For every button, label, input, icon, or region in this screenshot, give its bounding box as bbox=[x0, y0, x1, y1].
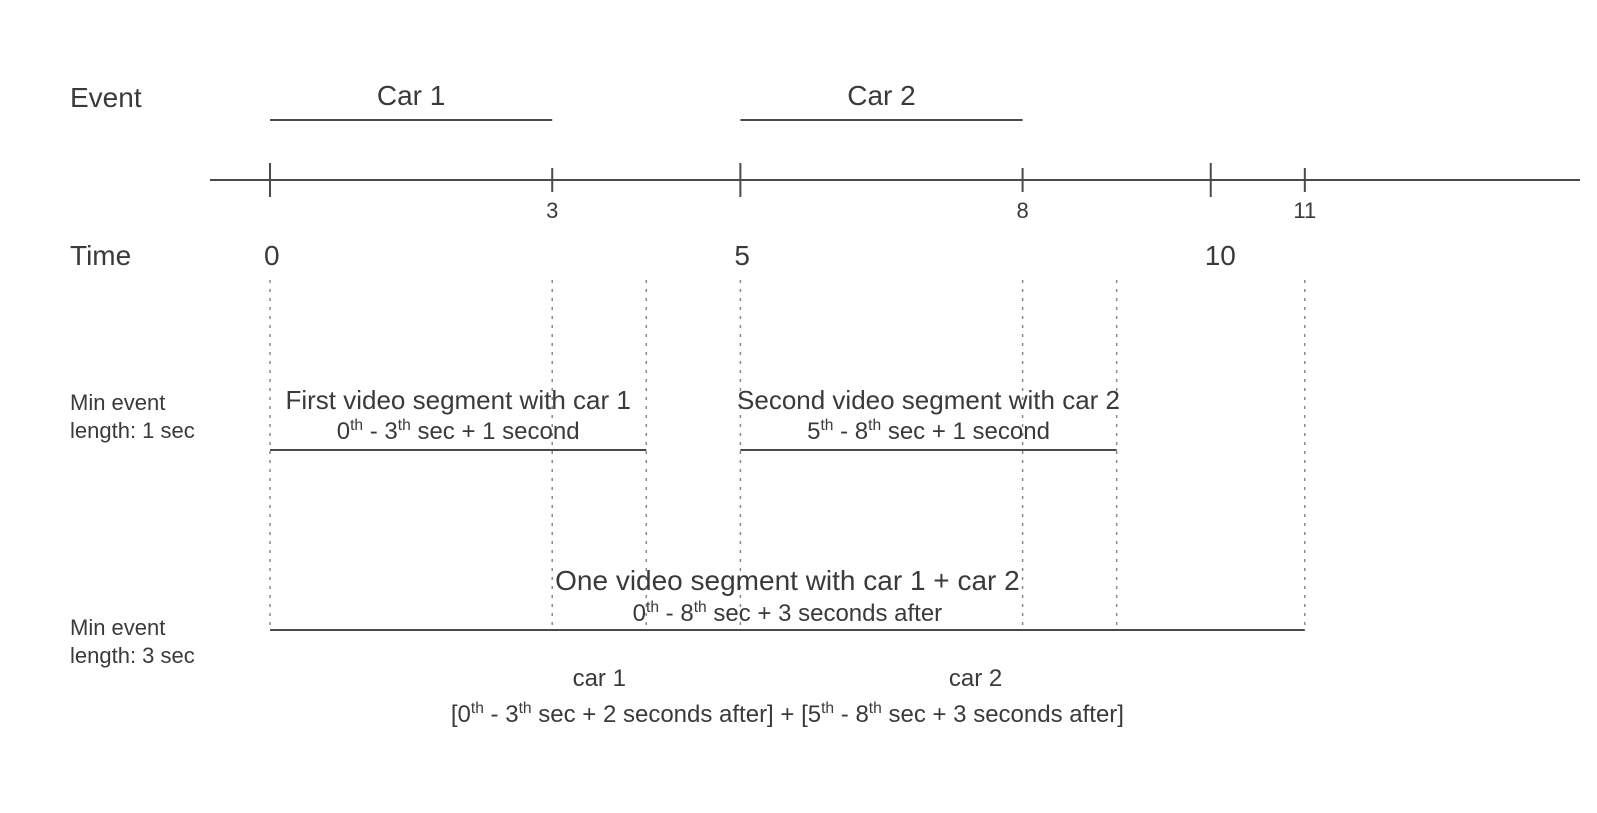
row1-seg-sub-0: 0th - 3th sec + 1 second bbox=[337, 417, 580, 446]
bottom-car1: car 1 bbox=[573, 665, 626, 693]
axis-label-time: Time bbox=[70, 240, 131, 272]
diagram-container: { "layout": { "width": 1597, "height": 8… bbox=[0, 0, 1597, 813]
row1-seg-sub-1: 5th - 8th sec + 1 second bbox=[807, 417, 1050, 446]
tick-minor-8: 8 bbox=[1016, 198, 1028, 224]
row1-label-line2: length: 1 sec bbox=[70, 418, 195, 444]
axis-label-event: Event bbox=[70, 82, 142, 114]
row2-label-line1: Min event bbox=[70, 615, 165, 641]
tick-major-5: 5 bbox=[734, 240, 750, 272]
event-label-0: Car 1 bbox=[377, 80, 445, 112]
tick-minor-3: 3 bbox=[546, 198, 558, 224]
row1-label-line1: Min event bbox=[70, 390, 165, 416]
row2-sub: 0th - 8th sec + 3 seconds after bbox=[633, 599, 943, 628]
tick-major-0: 0 bbox=[264, 240, 280, 272]
row1-seg-title-0: First video segment with car 1 bbox=[285, 385, 630, 416]
row1-seg-title-1: Second video segment with car 2 bbox=[737, 385, 1120, 416]
event-label-1: Car 2 bbox=[847, 80, 915, 112]
bottom-car2: car 2 bbox=[949, 665, 1002, 693]
tick-minor-11: 11 bbox=[1293, 198, 1316, 224]
row2-label-line2: length: 3 sec bbox=[70, 643, 195, 669]
bottom-formula: [0th - 3th sec + 2 seconds after] + [5th… bbox=[451, 700, 1124, 729]
text-layer: 03581011EventTimeCar 1Car 2Min eventleng… bbox=[0, 0, 1597, 813]
row2-title: One video segment with car 1 + car 2 bbox=[555, 565, 1020, 597]
tick-major-10: 10 bbox=[1205, 240, 1236, 272]
